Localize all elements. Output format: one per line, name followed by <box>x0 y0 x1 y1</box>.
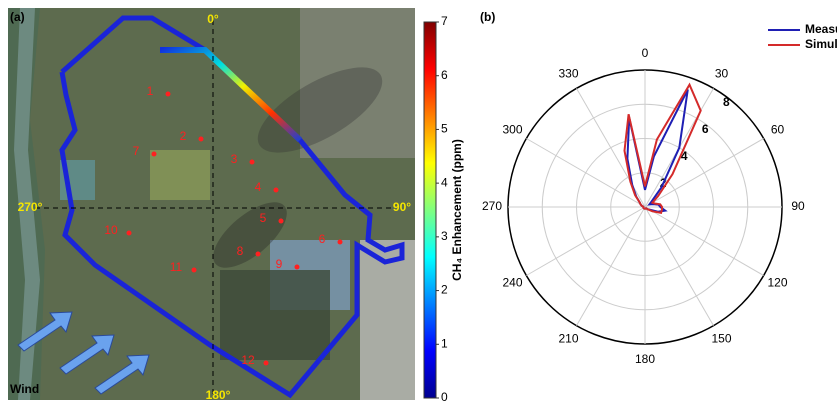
spoke <box>645 207 714 326</box>
legend-label: Simulation <box>805 37 837 51</box>
site-marker <box>279 219 284 224</box>
panel-label: (a) <box>10 10 25 24</box>
site-marker <box>199 137 204 142</box>
theta-tick-label: 210 <box>558 332 578 346</box>
site-marker <box>264 361 269 366</box>
site-marker <box>250 160 255 165</box>
site-label: 11 <box>170 260 183 274</box>
theta-tick-label: 150 <box>711 332 731 346</box>
site-marker <box>338 240 343 245</box>
site-label: 1 <box>147 84 154 98</box>
site-marker <box>256 252 261 257</box>
site-label: 2 <box>180 129 187 143</box>
spoke <box>645 139 764 208</box>
colorbar-tick-label: 5 <box>441 122 448 136</box>
theta-tick-label: 0 <box>642 46 649 60</box>
theta-tick-label: 270 <box>482 199 502 213</box>
site-marker <box>152 152 157 157</box>
colorbar-tick-label: 3 <box>441 229 448 243</box>
direction-label: 270° <box>18 200 43 214</box>
site-label: 9 <box>276 257 283 271</box>
site-label: 6 <box>319 232 326 246</box>
panel-label: (b) <box>480 10 495 24</box>
site-marker <box>274 188 279 193</box>
site-label: 7 <box>133 144 140 158</box>
site-label: 8 <box>237 244 244 258</box>
wind-label: Wind <box>10 382 39 396</box>
colorbar-tick-label: 0 <box>441 390 448 403</box>
theta-tick-label: 120 <box>767 276 787 290</box>
r-tick-label: 6 <box>702 122 709 136</box>
site-label: 4 <box>255 180 262 194</box>
theta-tick-label: 300 <box>502 123 522 137</box>
colorbar-label: CH₄ Enhancement (ppm) <box>450 139 464 281</box>
site-label: 5 <box>260 211 267 225</box>
spoke <box>645 207 764 276</box>
colorbar-tick-label: 4 <box>441 175 448 189</box>
colorbar <box>424 22 436 398</box>
site-marker <box>192 268 197 273</box>
theta-tick-label: 30 <box>715 67 729 81</box>
site-marker <box>127 231 132 236</box>
colorbar-tick-label: 2 <box>441 283 448 297</box>
colorbar-tick-label: 6 <box>441 68 448 82</box>
direction-label: 90° <box>393 200 411 214</box>
direction-label: 0° <box>207 12 219 26</box>
spoke <box>526 207 645 276</box>
r-tick-label: 8 <box>723 95 730 109</box>
theta-tick-label: 180 <box>635 352 655 366</box>
figure: CH₄ Enhancement (ppm) (a) Wind (b) 0° 90°… <box>0 0 837 403</box>
site-label: 10 <box>104 223 118 237</box>
site-label: 3 <box>231 152 238 166</box>
legend-label: Measurement <box>805 22 837 36</box>
theta-tick-label: 240 <box>502 276 522 290</box>
map-background <box>8 8 415 400</box>
site-marker <box>166 92 171 97</box>
site-marker <box>295 265 300 270</box>
theta-tick-label: 90 <box>791 199 805 213</box>
theta-tick-label: 60 <box>771 123 785 137</box>
theta-tick-label: 330 <box>558 67 578 81</box>
direction-label: 180° <box>206 388 231 402</box>
spoke <box>577 207 646 326</box>
colorbar-tick-label: 1 <box>441 336 448 350</box>
site-label: 12 <box>241 353 255 367</box>
colorbar-tick-label: 7 <box>441 14 448 28</box>
